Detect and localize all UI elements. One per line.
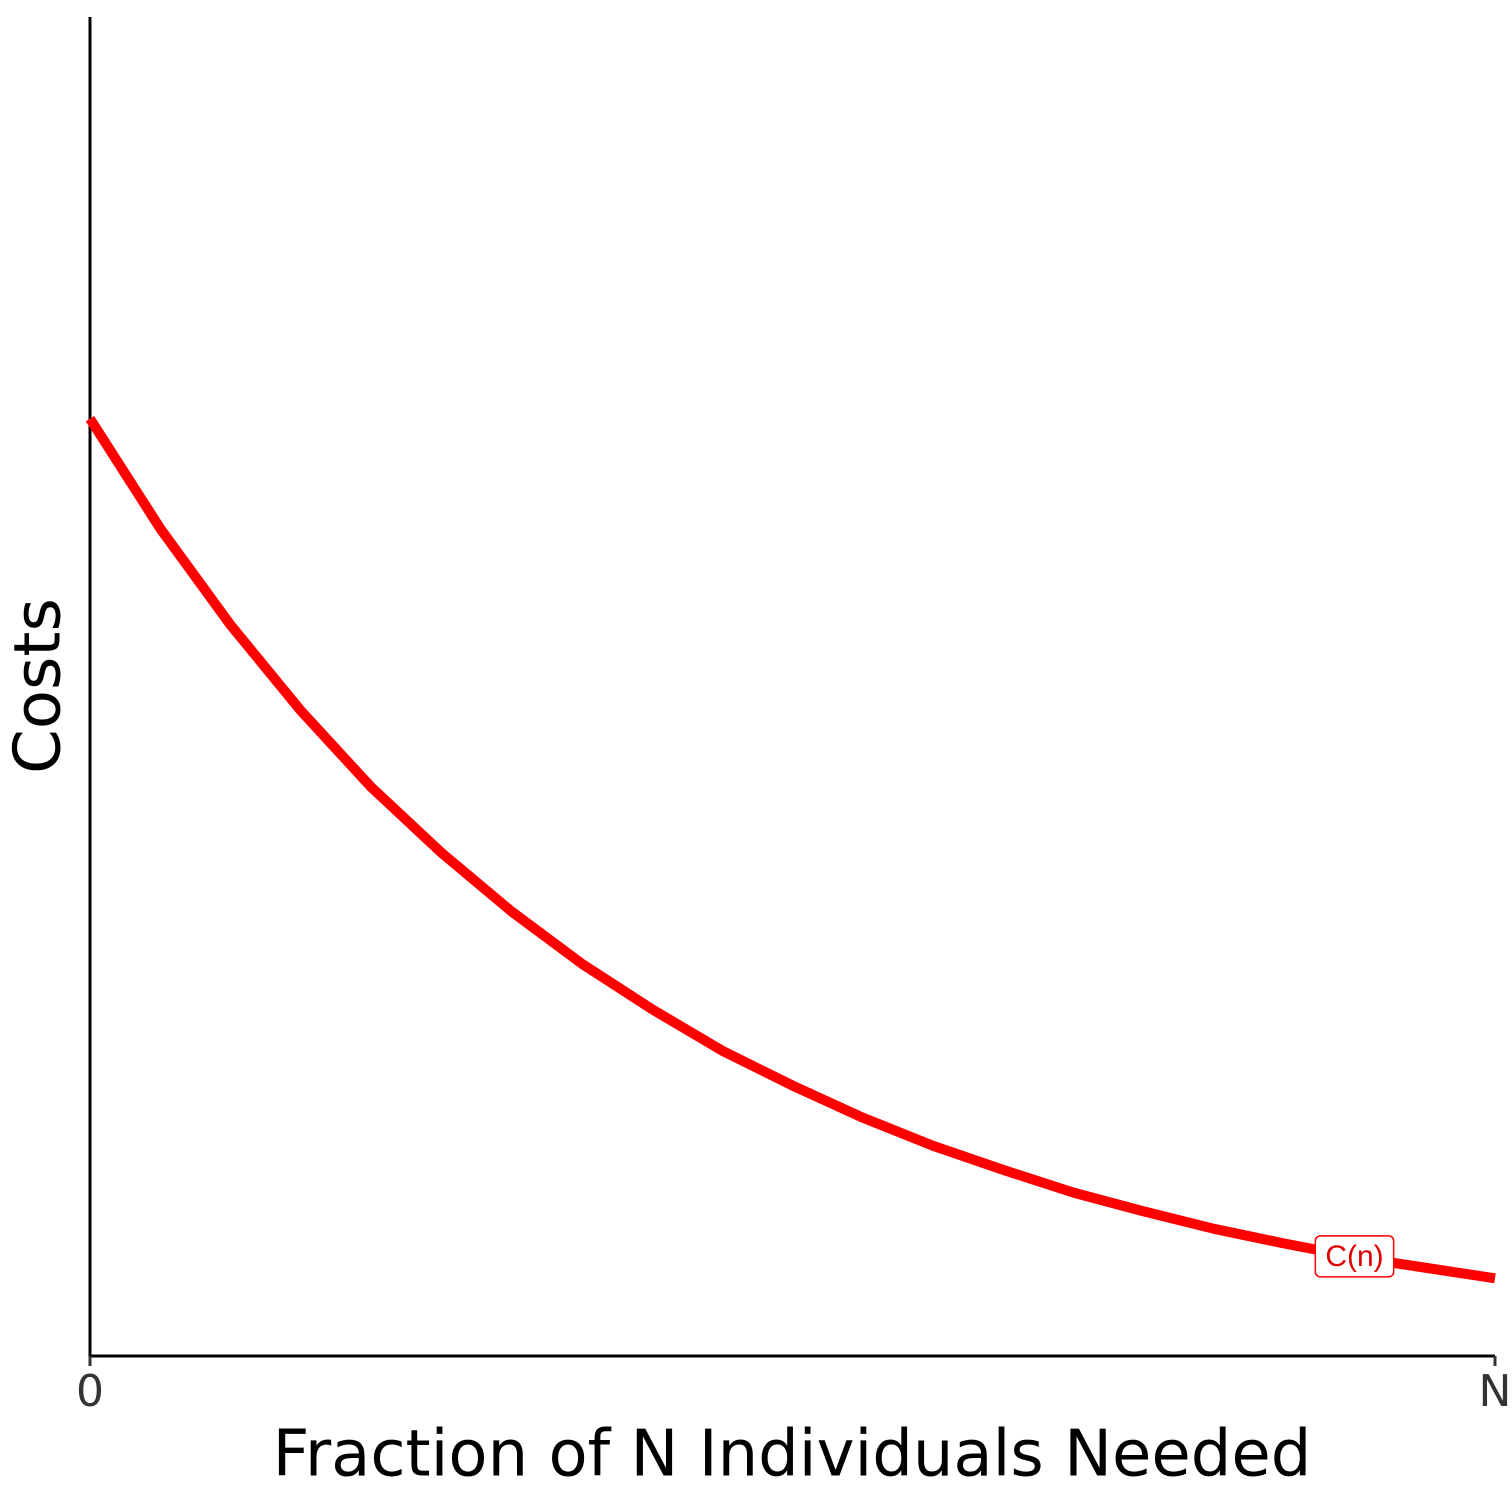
direct-label-group: C(n) <box>1314 1235 1395 1278</box>
x-axis-title: Fraction of N Individuals Needed <box>273 1418 1312 1492</box>
direct-label: C(n) <box>1325 1240 1383 1273</box>
x-tick-label: 0 <box>76 1366 104 1417</box>
x-tick-label: N <box>1479 1366 1512 1417</box>
y-axis-title: Costs <box>2 598 76 774</box>
line <box>85 416 1496 1284</box>
direct-label-box <box>1314 1235 1395 1278</box>
